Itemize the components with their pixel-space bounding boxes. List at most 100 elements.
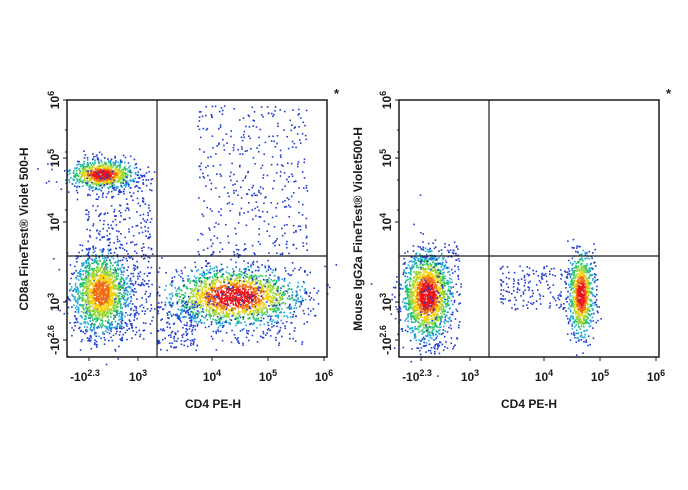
- event-dot: [85, 329, 87, 331]
- event-dot: [247, 279, 250, 281]
- event-dot: [226, 283, 229, 285]
- event-dot: [108, 339, 110, 342]
- event-dot: [99, 219, 101, 222]
- event-dot: [116, 314, 119, 316]
- event-dot: [221, 316, 224, 319]
- event-dot: [85, 311, 87, 313]
- event-dot: [77, 311, 80, 314]
- event-dot: [86, 313, 88, 315]
- event-dot: [249, 311, 251, 313]
- event-dot: [106, 302, 108, 304]
- event-dot: [317, 303, 320, 305]
- event-dot: [269, 302, 272, 304]
- event-dot: [220, 289, 223, 291]
- event-dot: [67, 306, 70, 309]
- event-dot: [291, 322, 293, 324]
- event-dot: [116, 261, 119, 263]
- event-dot: [73, 288, 76, 290]
- event-dot: [81, 292, 84, 295]
- event-dot: [171, 292, 173, 294]
- event-dot: [76, 180, 79, 182]
- event-dot: [145, 283, 147, 285]
- event-dot: [259, 287, 262, 289]
- event-dot: [76, 261, 78, 263]
- event-dot: [282, 291, 285, 293]
- event-dot: [100, 309, 103, 311]
- event-dot: [167, 321, 169, 324]
- event-dot: [102, 324, 104, 326]
- event-dot: [313, 298, 315, 301]
- event-dot: [104, 162, 106, 165]
- event-dot: [292, 269, 294, 272]
- event-dot: [134, 288, 136, 290]
- event-dot: [92, 300, 95, 302]
- event-dot: [92, 308, 95, 311]
- event-dot: [96, 171, 98, 173]
- event-dot: [150, 266, 153, 269]
- event-dot: [266, 329, 269, 331]
- event-dot: [213, 296, 216, 298]
- event-dot: [93, 285, 96, 288]
- event-dot: [115, 296, 117, 298]
- event-dot: [244, 292, 246, 295]
- event-dot: [88, 188, 91, 191]
- event-dot: [192, 302, 195, 305]
- event-dot: [201, 296, 204, 299]
- event-dot: [114, 320, 117, 323]
- event-dot: [69, 169, 71, 171]
- event-dot: [97, 309, 99, 312]
- event-dot: [214, 275, 217, 278]
- event-dot: [200, 322, 203, 324]
- event-dot: [142, 201, 145, 203]
- event-dot: [241, 328, 244, 331]
- event-dot: [126, 329, 128, 332]
- event-dot: [211, 291, 213, 294]
- event-dot: [77, 293, 79, 295]
- event-dot: [105, 162, 107, 165]
- event-dot: [301, 285, 303, 288]
- event-dot: [252, 263, 255, 266]
- event-dot: [189, 313, 192, 316]
- event-dot: [246, 290, 248, 293]
- event-dot: [233, 292, 235, 294]
- event-dot: [211, 310, 214, 313]
- event-dot: [171, 315, 173, 317]
- event-dot: [99, 267, 102, 270]
- event-dot: [129, 155, 132, 158]
- event-dot: [87, 240, 89, 243]
- event-dot: [222, 304, 225, 307]
- event-dot: [123, 270, 125, 273]
- event-dot: [284, 327, 286, 330]
- event-dot: [110, 323, 112, 325]
- event-dot: [106, 239, 109, 241]
- event-dot: [288, 333, 291, 335]
- event-dot: [98, 188, 101, 190]
- event-dot: [127, 253, 129, 255]
- event-dot: [232, 286, 234, 289]
- event-dot: [143, 329, 146, 332]
- event-dot: [204, 296, 207, 298]
- event-dot: [78, 275, 81, 277]
- event-dot: [93, 267, 96, 270]
- event-dot: [290, 306, 292, 308]
- event-dot: [227, 322, 230, 324]
- event-dot: [167, 317, 169, 319]
- event-dot: [239, 273, 241, 275]
- event-dot: [232, 304, 235, 306]
- event-dot: [195, 300, 198, 302]
- event-dot: [171, 295, 174, 298]
- event-dot: [104, 294, 107, 297]
- event-dot: [113, 184, 115, 187]
- event-dot: [101, 265, 103, 267]
- event-dot: [262, 288, 265, 290]
- event-dot: [113, 279, 115, 282]
- event-dot: [229, 312, 231, 315]
- event-dot: [210, 188, 212, 191]
- event-dot: [107, 158, 109, 160]
- event-dot: [267, 269, 270, 271]
- event-dot: [108, 291, 111, 293]
- event-dot: [199, 296, 201, 298]
- event-dot: [109, 161, 111, 163]
- event-dot: [257, 266, 259, 268]
